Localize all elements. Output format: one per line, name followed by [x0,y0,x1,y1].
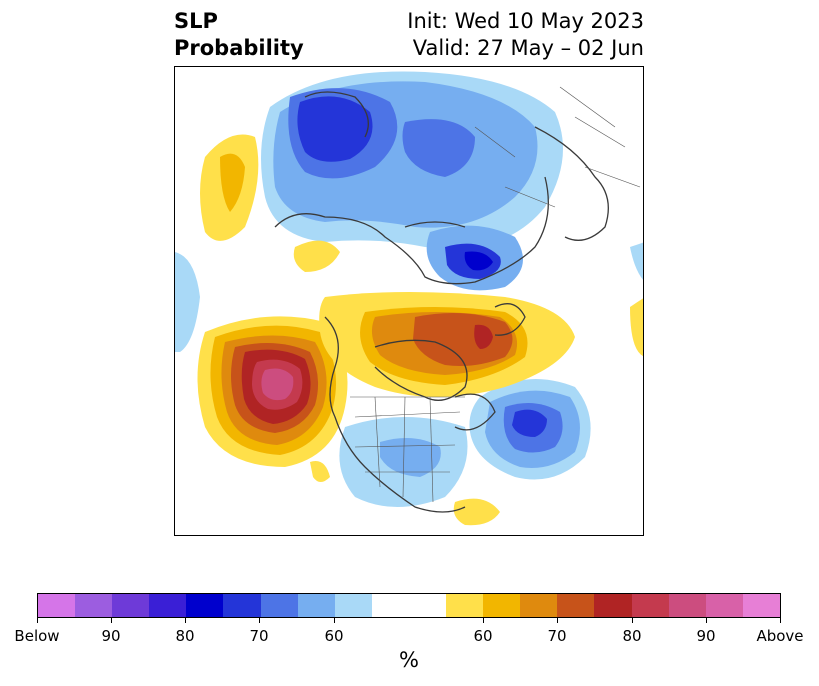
colorbar-segment-below-4 [149,594,187,617]
colorbar-segment-above-4 [557,594,595,617]
colorbar-segment-above-8 [705,594,743,617]
colorbar-tick-label: 80 [622,627,642,645]
colorbar-tickmark [706,618,707,623]
colorbar-tickmark [334,618,335,623]
valid-period: Valid: 27 May – 02 Jun [412,36,644,60]
title-subtitle: Probability [174,36,304,60]
colorbar-segment-below-9 [334,594,372,617]
colorbar-segment-below-5 [186,594,224,617]
map-canvas [175,67,643,526]
colorbar-tickmark [483,618,484,623]
colorbar-tick-label: Above [756,627,804,645]
colorbar-tickmark [557,618,558,623]
colorbar-segment-below-1 [38,594,76,617]
title-variable: SLP [174,9,218,33]
colorbar-segment-above-3 [520,594,558,617]
colorbar-segment-above-7 [668,594,706,617]
colorbar-tickmark [632,618,633,623]
colorbar-segment-below-6 [223,594,261,617]
colorbar-tickmark [185,618,186,623]
init-date: Init: Wed 10 May 2023 [407,9,644,33]
colorbar-segment-neutral [371,594,447,617]
colorbar-segment-below-7 [260,594,298,617]
colorbar-tick-label: 70 [249,627,269,645]
colorbar-segment-above-1 [446,594,484,617]
colorbar-tick-label: 90 [696,627,716,645]
colorbar-segment-above-2 [483,594,521,617]
colorbar-tickmark [37,618,38,623]
colorbar-segment-above-5 [594,594,632,617]
colorbar-tickmark [111,618,112,623]
colorbar-tickmark [259,618,260,623]
colorbar-tickmark [780,618,781,623]
colorbar-segment-below-2 [75,594,113,617]
title-left: SLP Probability [174,8,304,62]
colorbar-segment-below-8 [297,594,335,617]
colorbar-segment-above-9 [742,594,780,617]
colorbar-segment-above-6 [631,594,669,617]
colorbar-tick-label: Below [14,627,60,645]
colorbar-tick-label: 90 [101,627,121,645]
colorbar-segment-below-3 [112,594,150,617]
colorbar [37,593,781,618]
colorbar-tick-label: 60 [473,627,493,645]
probability-map [174,66,644,536]
colorbar-tick-label: 70 [547,627,567,645]
colorbar-tick-label: 60 [324,627,344,645]
colorbar-unit-label: % [399,648,419,672]
colorbar-tick-label: 80 [175,627,195,645]
title-right: Init: Wed 10 May 2023 Valid: 27 May – 02… [407,8,644,62]
